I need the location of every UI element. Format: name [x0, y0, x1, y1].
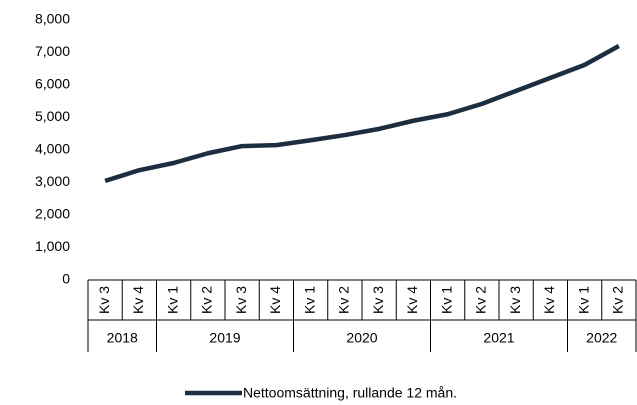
x-tick-label: Kv 2: [336, 286, 352, 314]
x-tick-label: Kv 4: [130, 286, 146, 314]
x-group-label: 2021: [483, 330, 514, 346]
x-tick-label: Kv 2: [610, 286, 626, 314]
y-tick-label: 2,000: [35, 206, 70, 222]
y-tick-label: 1,000: [35, 238, 70, 254]
x-tick-label: Kv 4: [541, 286, 557, 314]
x-group-label: 2020: [346, 330, 377, 346]
y-tick-label: 0: [62, 271, 70, 287]
legend-label: Nettoomsättning, rullande 12 mån.: [243, 385, 457, 401]
x-tick-label: Kv 1: [438, 286, 454, 314]
y-tick-label: 3,000: [35, 173, 70, 189]
x-group-label: 2022: [586, 330, 617, 346]
y-tick-label: 8,000: [35, 11, 70, 27]
y-tick-label: 6,000: [35, 76, 70, 92]
x-tick-label: Kv 4: [267, 286, 283, 314]
x-tick-label: Kv 3: [96, 286, 112, 314]
x-tick-label: Kv 3: [370, 286, 386, 314]
x-tick-label: Kv 1: [575, 286, 591, 314]
y-tick-label: 4,000: [35, 141, 70, 157]
y-tick-label: 7,000: [35, 43, 70, 59]
data-line: [104, 44, 620, 184]
x-tick-label: Kv 3: [507, 286, 523, 314]
x-group-label: 2018: [107, 330, 138, 346]
x-tick-label: Kv 3: [233, 286, 249, 314]
x-tick-label: Kv 2: [199, 286, 215, 314]
x-tick-label: Kv 1: [301, 286, 317, 314]
x-tick-label: Kv 1: [164, 286, 180, 314]
y-tick-label: 5,000: [35, 108, 70, 124]
x-tick-label: Kv 2: [473, 286, 489, 314]
x-group-label: 2019: [209, 330, 240, 346]
x-tick-label: Kv 4: [404, 286, 420, 314]
